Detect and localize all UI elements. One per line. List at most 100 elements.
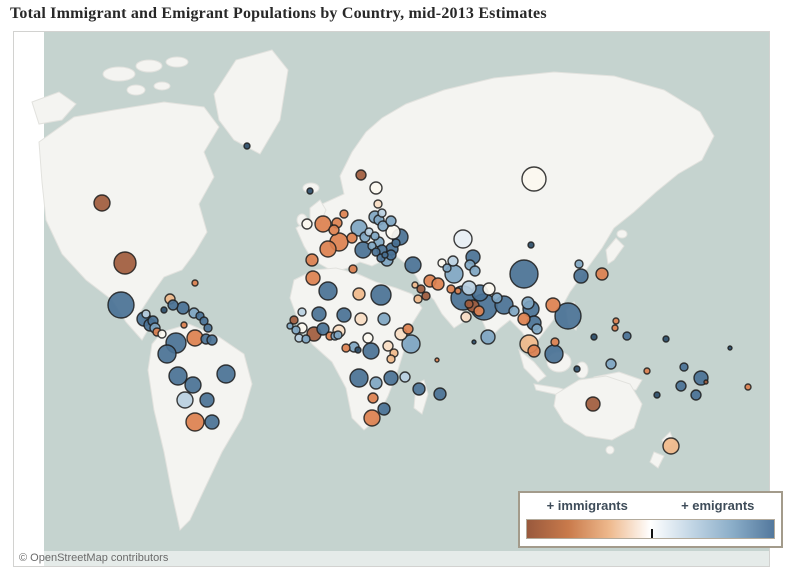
country-bubble-brazil[interactable] xyxy=(216,364,236,384)
country-bubble-bahrain[interactable] xyxy=(454,287,462,295)
country-bubble-myanmar-orange[interactable] xyxy=(517,312,531,326)
country-bubble-palau-1[interactable] xyxy=(612,317,620,325)
country-bubble-turkey[interactable] xyxy=(404,256,422,274)
country-bubble-morocco[interactable] xyxy=(305,270,321,286)
country-bubble-south-korea[interactable] xyxy=(573,268,589,284)
country-bubble-ireland[interactable] xyxy=(301,218,313,230)
country-bubble-fiji-dot[interactable] xyxy=(703,379,709,385)
country-bubble-nepal[interactable] xyxy=(491,292,503,304)
country-bubble-guinea-bissau[interactable] xyxy=(291,325,301,335)
country-bubble-zambia[interactable] xyxy=(367,392,379,404)
country-bubble-ecuador[interactable] xyxy=(157,344,177,364)
country-bubble-oman[interactable] xyxy=(473,305,485,317)
country-bubble-papua-new-guinea[interactable] xyxy=(605,358,617,370)
country-bubble-iceland[interactable] xyxy=(306,187,314,195)
country-bubble-azerbaijan[interactable] xyxy=(447,255,459,267)
country-bubble-yemen[interactable] xyxy=(460,311,472,323)
country-bubble-jordan[interactable] xyxy=(421,291,431,301)
country-bubble-niger[interactable] xyxy=(354,312,368,326)
country-bubble-australia[interactable] xyxy=(585,396,601,412)
country-bubble-paraguay[interactable] xyxy=(199,392,215,408)
country-bubble-armenia[interactable] xyxy=(442,263,452,273)
country-bubble-libya[interactable] xyxy=(352,287,366,301)
country-bubble-norway[interactable] xyxy=(355,169,367,181)
country-bubble-egypt[interactable] xyxy=(370,284,392,306)
country-bubble-lebanon[interactable] xyxy=(416,284,426,294)
country-bubble-portugal[interactable] xyxy=(305,253,319,267)
country-bubble-palau-2[interactable] xyxy=(611,324,619,332)
country-bubble-burkina-faso[interactable] xyxy=(316,322,330,336)
country-bubble-tajikistan[interactable] xyxy=(469,265,481,277)
country-bubble-vanuatu[interactable] xyxy=(679,362,689,372)
country-bubble-south-africa[interactable] xyxy=(363,409,381,427)
country-bubble-antilles-2[interactable] xyxy=(199,316,209,326)
country-bubble-samoa[interactable] xyxy=(690,389,702,401)
country-bubble-tanzania[interactable] xyxy=(383,370,399,386)
country-bubble-china[interactable] xyxy=(509,259,539,289)
country-bubble-kuwait[interactable] xyxy=(446,284,456,294)
country-bubble-sri-lanka[interactable] xyxy=(480,329,496,345)
country-bubble-spain[interactable] xyxy=(319,240,337,258)
country-bubble-burundi[interactable] xyxy=(386,354,396,364)
country-bubble-moldova[interactable] xyxy=(391,238,401,248)
country-bubble-haiti[interactable] xyxy=(167,299,179,311)
country-bubble-hong-kong[interactable] xyxy=(521,296,535,310)
country-bubble-mauritania[interactable] xyxy=(289,315,299,325)
country-bubble-zimbabwe[interactable] xyxy=(377,402,391,416)
country-bubble-dominican-republic[interactable] xyxy=(176,301,190,315)
country-bubble-kazakhstan[interactable] xyxy=(453,229,473,249)
country-bubble-denmark[interactable] xyxy=(339,209,349,219)
country-bubble-dr-congo[interactable] xyxy=(349,368,369,388)
country-bubble-liberia[interactable] xyxy=(301,334,311,344)
country-bubble-central-asia-white[interactable] xyxy=(482,282,496,296)
country-bubble-senegal[interactable] xyxy=(297,307,307,317)
country-bubble-mozambique[interactable] xyxy=(399,371,411,383)
country-bubble-greenland[interactable] xyxy=(243,142,251,150)
country-bubble-polynesia-dot[interactable] xyxy=(744,383,752,391)
country-bubble-taiwan[interactable] xyxy=(545,297,561,313)
country-bubble-somalia[interactable] xyxy=(402,323,414,335)
country-bubble-uganda[interactable] xyxy=(382,340,394,352)
country-bubble-uruguay[interactable] xyxy=(204,414,220,430)
country-bubble-qatar[interactable] xyxy=(464,299,474,309)
country-bubble-belize[interactable] xyxy=(141,309,151,319)
country-bubble-belarus[interactable] xyxy=(385,215,397,227)
country-bubble-gabon[interactable] xyxy=(354,346,362,354)
country-bubble-seychelles[interactable] xyxy=(434,357,440,363)
country-bubble-bosnia[interactable] xyxy=(371,247,381,257)
country-bubble-japan[interactable] xyxy=(595,267,609,281)
country-bubble-united-kingdom[interactable] xyxy=(314,215,332,233)
country-bubble-nigeria[interactable] xyxy=(362,342,380,360)
country-bubble-argentina[interactable] xyxy=(185,412,205,432)
country-bubble-gambia[interactable] xyxy=(286,322,294,330)
country-bubble-marshall-islands[interactable] xyxy=(662,335,670,343)
country-bubble-lithuania[interactable] xyxy=(377,220,389,232)
country-bubble-benin[interactable] xyxy=(333,330,343,340)
country-bubble-bahamas[interactable] xyxy=(191,279,199,287)
country-bubble-new-zealand[interactable] xyxy=(662,437,680,455)
country-bubble-tuvalu[interactable] xyxy=(653,391,661,399)
country-bubble-maldives[interactable] xyxy=(471,339,477,345)
country-bubble-russia[interactable] xyxy=(521,166,547,192)
country-bubble-micronesia-2[interactable] xyxy=(622,331,632,341)
country-bubble-cambodia[interactable] xyxy=(531,323,543,335)
country-bubble-jamaica[interactable] xyxy=(160,306,168,314)
country-bubble-indonesia[interactable] xyxy=(544,344,564,364)
country-bubble-estonia[interactable] xyxy=(377,208,387,218)
country-bubble-peru[interactable] xyxy=(168,366,188,386)
country-bubble-north-korea[interactable] xyxy=(574,259,584,269)
country-bubble-slovakia[interactable] xyxy=(370,231,380,241)
country-bubble-kenya[interactable] xyxy=(401,334,421,354)
world-map[interactable]: © OpenStreetMap contributors xyxy=(13,31,770,567)
country-bubble-sudan[interactable] xyxy=(336,307,352,323)
country-bubble-mexico[interactable] xyxy=(107,291,135,319)
country-bubble-afghanistan[interactable] xyxy=(461,280,477,296)
country-bubble-macedonia[interactable] xyxy=(381,251,389,259)
country-bubble-south-sudan[interactable] xyxy=(362,332,374,344)
country-bubble-new-caledonia[interactable] xyxy=(675,380,687,392)
country-bubble-finland[interactable] xyxy=(373,199,383,209)
country-bubble-west-africa-orange[interactable] xyxy=(341,343,351,353)
country-bubble-chile[interactable] xyxy=(176,391,194,409)
country-bubble-timor[interactable] xyxy=(573,365,581,373)
country-bubble-chad[interactable] xyxy=(377,312,391,326)
